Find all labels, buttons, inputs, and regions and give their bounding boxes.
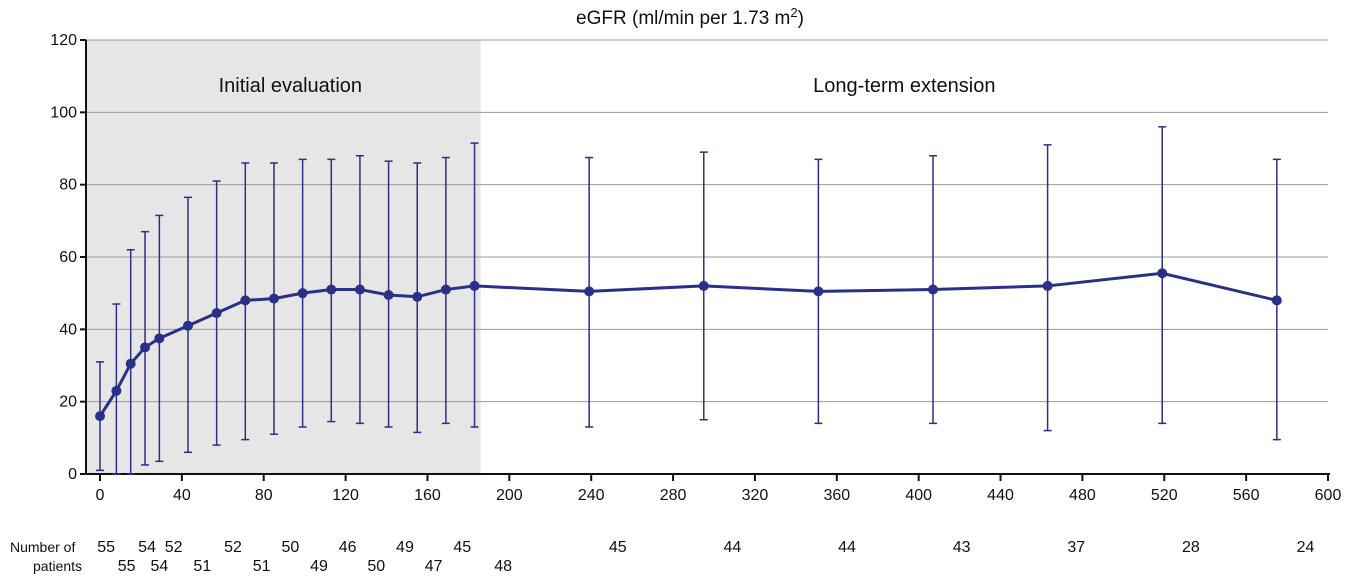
x-tick-label-400: 400 [905, 487, 932, 504]
x-tick-label-280: 280 [660, 487, 687, 504]
x-tick-label-440: 440 [987, 487, 1014, 504]
data-point-19 [927, 284, 938, 295]
data-point-12 [383, 289, 394, 300]
patients-label-line1: Number of [10, 539, 75, 555]
patients-row1-value-9: 44 [724, 539, 742, 556]
patients-row1-value-13: 28 [1182, 539, 1200, 556]
patients-row1-value-14: 24 [1297, 539, 1315, 556]
data-point-13 [412, 291, 423, 302]
x-tick-label-520: 520 [1151, 487, 1178, 504]
patients-row1-value-10: 44 [838, 539, 856, 556]
data-points [95, 268, 1282, 422]
patients-row2-value-3: 51 [253, 558, 271, 575]
y-tick-label-40: 40 [59, 321, 77, 338]
data-point-16 [584, 286, 595, 297]
patients-row1-value-2: 52 [165, 539, 183, 556]
data-point-21 [1157, 268, 1168, 279]
x-tick-label-480: 480 [1069, 487, 1096, 504]
patients-row1-value-7: 45 [453, 539, 471, 556]
gridlines [86, 39, 1328, 403]
y-tick-label-100: 100 [50, 104, 77, 121]
chart-title-superscript: 2 [790, 5, 797, 20]
y-tick-label-60: 60 [59, 249, 77, 266]
x-tick-label-360: 360 [823, 487, 850, 504]
patients-row2-value-2: 51 [193, 558, 211, 575]
data-point-6 [211, 308, 222, 319]
patients-row2-value-5: 50 [367, 558, 385, 575]
patients-row2-value-4: 49 [310, 558, 328, 575]
data-point-3 [140, 342, 151, 353]
x-tick-label-0: 0 [96, 487, 105, 504]
region-label-0: Initial evaluation [219, 75, 362, 97]
chart-title-main: eGFR (ml/min per 1.73 m [576, 8, 790, 29]
patients-row2-value-1: 54 [150, 558, 168, 575]
patients-row2-value-6: 47 [425, 558, 443, 575]
region-label-1: Long-term extension [813, 75, 995, 97]
data-point-18 [813, 286, 824, 297]
patients-row1-value-0: 55 [97, 539, 115, 556]
data-point-9 [297, 288, 308, 299]
x-tick-label-320: 320 [742, 487, 769, 504]
patients-row1-value-1: 54 [138, 539, 156, 556]
patients-row1-value-8: 45 [609, 539, 627, 556]
y-tick-label-0: 0 [68, 466, 77, 483]
data-point-10 [326, 284, 337, 295]
patients-row1-value-6: 49 [396, 539, 414, 556]
data-point-2 [125, 358, 136, 369]
patients-row2-value-0: 55 [118, 558, 136, 575]
patients-row1-value-11: 43 [953, 539, 971, 556]
data-point-4 [154, 333, 165, 344]
patients-row1-value-4: 50 [281, 539, 299, 556]
x-tick-label-120: 120 [332, 487, 359, 504]
data-point-8 [268, 293, 279, 304]
data-point-15 [469, 280, 480, 291]
data-point-7 [240, 295, 251, 306]
data-point-5 [183, 320, 194, 331]
y-tick-label-80: 80 [59, 177, 77, 194]
data-point-17 [698, 280, 709, 291]
x-tick-label-80: 80 [255, 487, 273, 504]
patients-row1-value-3: 52 [224, 539, 242, 556]
patients-label-line2: patients [33, 558, 82, 574]
data-point-14 [440, 284, 451, 295]
data-point-0 [95, 411, 105, 422]
x-tick-label-160: 160 [414, 487, 441, 504]
patients-row1-value-12: 37 [1067, 539, 1085, 556]
data-point-1 [111, 385, 122, 396]
x-tick-label-560: 560 [1233, 487, 1260, 504]
y-tick-label-120: 120 [50, 32, 77, 49]
x-tick-label-240: 240 [578, 487, 605, 504]
x-tick-label-40: 40 [173, 487, 191, 504]
patients-row2-value-7: 48 [494, 558, 512, 575]
region-labels: Initial evaluation Long-term extension [219, 75, 996, 97]
patients-row1-value-5: 46 [339, 539, 357, 556]
data-point-20 [1042, 280, 1053, 291]
data-point-11 [354, 284, 365, 295]
chart-title: eGFR (ml/min per 1.73 m2) [576, 5, 804, 29]
x-tick-label-600: 600 [1315, 487, 1342, 504]
chart-title-close: ) [798, 8, 804, 29]
axis-ticks: 0 20 40 60 80 100 120 0 40 80 120 160 200 240 280 320 36… [50, 32, 1341, 504]
x-tick-label-200: 200 [496, 487, 523, 504]
data-point-22 [1271, 295, 1282, 306]
y-tick-label-20: 20 [59, 394, 77, 411]
